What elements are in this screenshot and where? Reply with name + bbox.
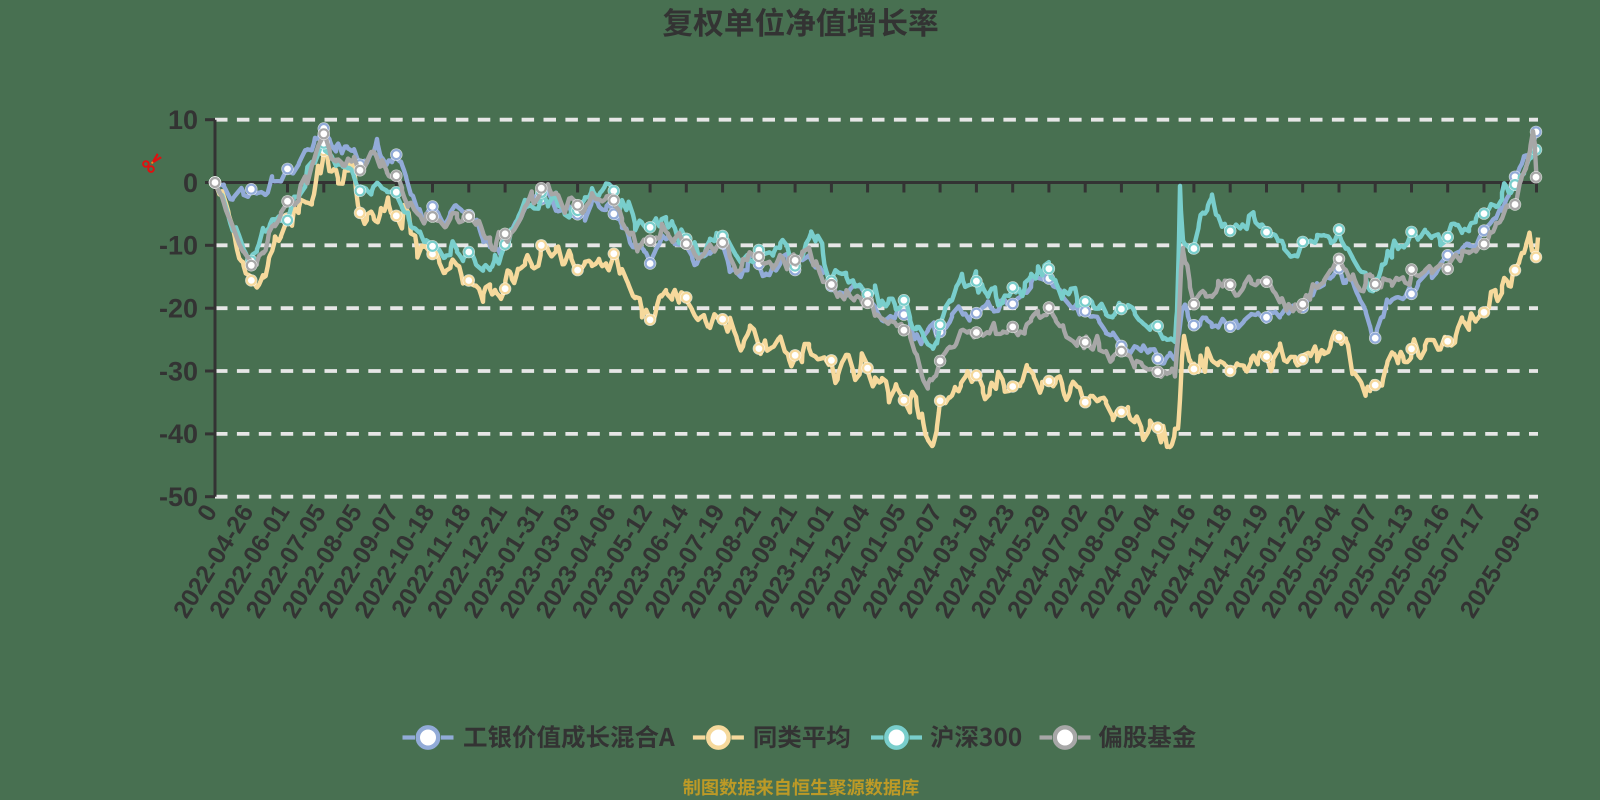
svg-text:-40: -40 [159,419,198,449]
svg-text:-30: -30 [159,356,198,386]
svg-text:-10: -10 [159,231,198,261]
svg-text:-20: -20 [159,294,198,324]
svg-text:-50: -50 [159,482,198,512]
svg-text:0: 0 [183,168,198,198]
svg-text:10: 10 [168,105,198,135]
